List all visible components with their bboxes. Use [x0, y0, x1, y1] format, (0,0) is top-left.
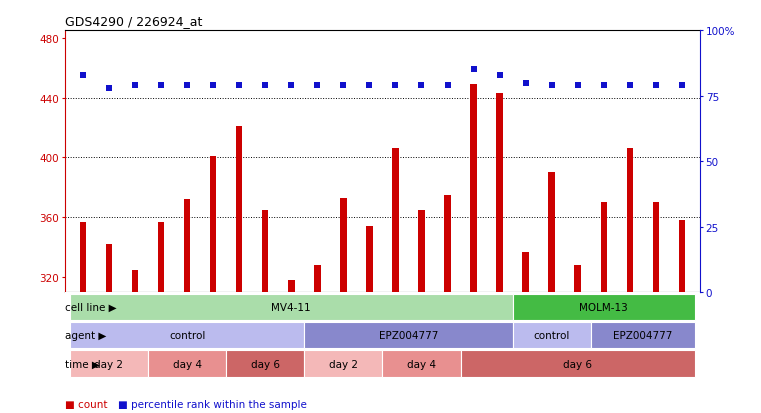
Bar	[600, 203, 607, 293]
Bar	[80, 222, 86, 293]
Bar	[392, 149, 399, 293]
Bar	[496, 94, 503, 293]
Bar	[513, 322, 591, 348]
Text: day 2: day 2	[329, 359, 358, 369]
Bar	[288, 281, 295, 293]
Text: EPZ004777: EPZ004777	[613, 330, 673, 340]
Bar	[210, 157, 216, 293]
Bar	[460, 351, 695, 377]
Text: cell line ▶: cell line ▶	[65, 302, 116, 312]
Text: time ▶: time ▶	[65, 359, 100, 369]
Bar	[383, 351, 460, 377]
Text: day 2: day 2	[94, 359, 123, 369]
Text: agent ▶: agent ▶	[65, 330, 107, 340]
Bar	[340, 199, 346, 293]
Bar	[304, 322, 513, 348]
Bar	[106, 245, 112, 293]
Text: ■ count: ■ count	[65, 399, 107, 409]
Text: MOLM-13: MOLM-13	[579, 302, 628, 312]
Bar	[226, 351, 304, 377]
Bar	[70, 294, 513, 320]
Bar	[549, 173, 555, 293]
Bar	[236, 127, 243, 293]
Text: day 4: day 4	[173, 359, 202, 369]
Bar	[70, 351, 148, 377]
Bar	[366, 227, 373, 293]
Bar	[522, 252, 529, 293]
Bar	[184, 200, 190, 293]
Text: day 6: day 6	[250, 359, 280, 369]
Bar	[679, 221, 685, 293]
Bar	[70, 322, 304, 348]
Text: EPZ004777: EPZ004777	[379, 330, 438, 340]
Bar	[444, 195, 451, 293]
Text: control: control	[533, 330, 570, 340]
Bar	[419, 210, 425, 293]
Text: MV4-11: MV4-11	[272, 302, 311, 312]
Bar	[591, 322, 695, 348]
Bar	[262, 210, 269, 293]
Bar	[158, 222, 164, 293]
Text: day 4: day 4	[407, 359, 436, 369]
Bar	[513, 294, 695, 320]
Text: GDS4290 / 226924_at: GDS4290 / 226924_at	[65, 15, 202, 28]
Bar	[132, 270, 139, 293]
Bar	[314, 266, 320, 293]
Bar	[470, 85, 477, 293]
Text: control: control	[169, 330, 205, 340]
Text: day 6: day 6	[563, 359, 592, 369]
Text: ■ percentile rank within the sample: ■ percentile rank within the sample	[118, 399, 307, 409]
Bar	[626, 149, 633, 293]
Bar	[304, 351, 382, 377]
Bar	[653, 203, 659, 293]
Bar	[148, 351, 226, 377]
Bar	[575, 266, 581, 293]
